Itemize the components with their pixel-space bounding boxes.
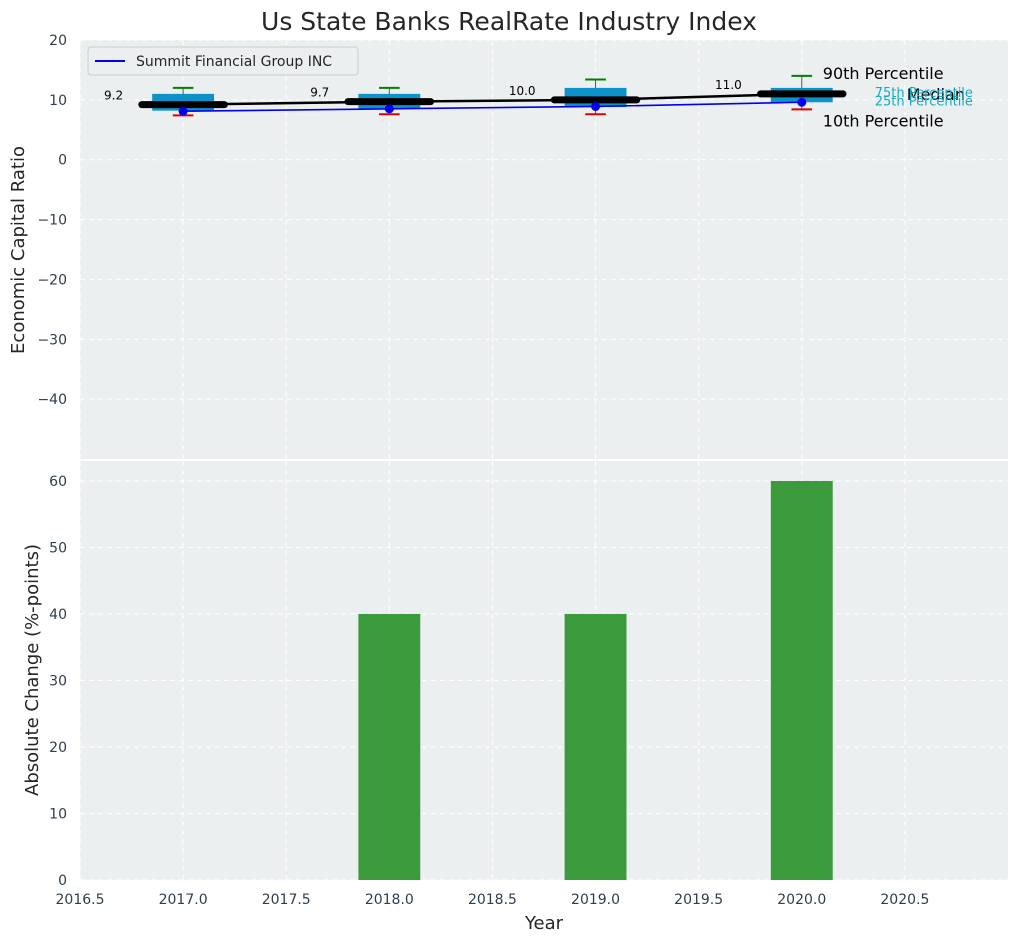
p10-label: 10th Percentile	[823, 111, 944, 130]
median-line	[183, 92, 802, 106]
bottom-y-tick-label: 30	[49, 673, 67, 689]
x-tick-label: 2017.5	[262, 892, 311, 908]
p25-label: 25th Percentile	[875, 94, 973, 109]
x-tick-label: 2019.0	[571, 892, 620, 908]
x-tick-label: 2018.0	[365, 892, 414, 908]
top-y-axis-label: Economic Capital Ratio	[8, 146, 29, 354]
x-tick-label: 2020.0	[777, 892, 826, 908]
x-tick-label: 2018.5	[468, 892, 517, 908]
top-y-tick-label: 0	[58, 153, 67, 169]
median-value-label: 10.0	[509, 84, 536, 98]
company-point	[797, 97, 807, 107]
bottom-y-tick-label: 20	[49, 740, 67, 756]
chart-title: Us State Banks RealRate Industry Index	[261, 7, 757, 36]
company-point	[591, 101, 601, 111]
bottom-y-tick-label: 60	[49, 474, 67, 490]
bottom-y-tick-label: 10	[49, 806, 67, 822]
top-y-tick-label: −20	[37, 272, 67, 288]
company-line	[183, 101, 802, 113]
bottom-y-tick-label: 40	[49, 607, 67, 623]
x-axis-label: Year	[524, 913, 564, 934]
x-tick-label: 2020.5	[880, 892, 929, 908]
x-tick-label: 2016.5	[56, 892, 105, 908]
median-label: Median	[907, 85, 965, 104]
p90-label: 90th Percentile	[823, 64, 944, 83]
bottom-y-axis-label: Absolute Change (%-points)	[22, 544, 43, 796]
legend-box	[87, 46, 359, 76]
change-bar	[770, 480, 833, 880]
top-y-tick-label: 10	[49, 93, 67, 109]
bottom-y-tick-label: 0	[58, 873, 67, 889]
top-y-tick-label: −30	[37, 332, 67, 348]
legend: Summit Financial Group INC	[87, 46, 359, 76]
median-value-label: 9.2	[104, 89, 123, 103]
bottom-plot-area	[80, 461, 1008, 880]
p75-label: 75th Percentile	[875, 86, 973, 101]
top-y-tick-label: −40	[37, 392, 67, 408]
legend-company-label: Summit Financial Group INC	[136, 54, 332, 70]
change-bar	[358, 613, 421, 880]
top-y-tick-label: −10	[37, 213, 67, 229]
x-tick-label: 2017.0	[159, 892, 208, 908]
bottom-y-tick-label: 50	[49, 540, 67, 556]
company-point	[384, 104, 394, 114]
median-value-label: 11.0	[715, 78, 742, 92]
top-y-tick-label: 20	[49, 33, 67, 49]
median-value-label: 9.7	[310, 86, 329, 100]
x-tick-label: 2019.5	[674, 892, 723, 908]
company-point	[178, 106, 188, 116]
change-bar	[564, 613, 627, 880]
